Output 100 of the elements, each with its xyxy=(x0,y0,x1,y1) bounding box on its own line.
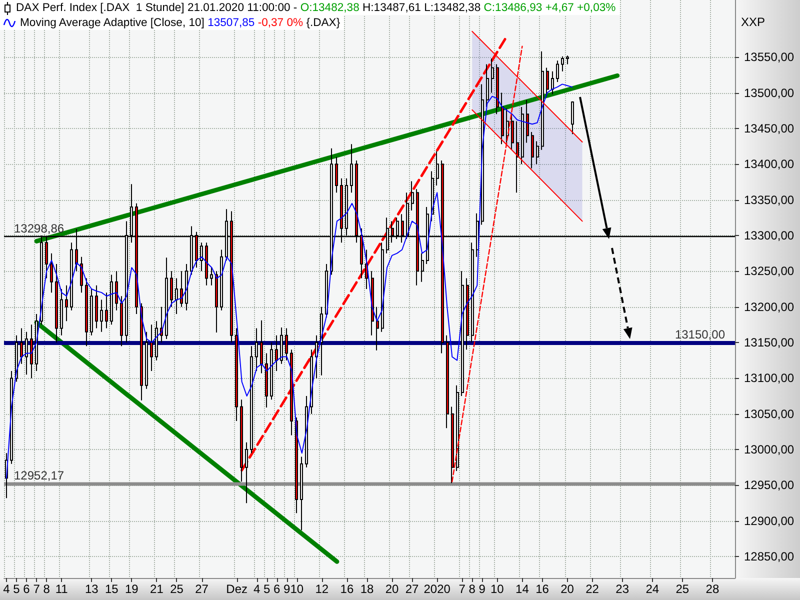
x-tick-label: 23 xyxy=(616,582,630,596)
candlestick xyxy=(305,396,308,468)
x-tick-label: Dez xyxy=(226,582,248,596)
candlestick xyxy=(155,320,158,361)
candlestick xyxy=(70,242,73,311)
candlestick xyxy=(290,349,293,436)
x-tick-label: 21 xyxy=(150,582,164,596)
y-tick-label: 13350,00 xyxy=(744,192,794,207)
candlestick xyxy=(496,64,499,115)
candlestick xyxy=(180,270,183,308)
candlestick xyxy=(315,334,318,379)
candlestick xyxy=(381,242,384,332)
y-tick-label: 13000,00 xyxy=(744,442,794,457)
candlestick xyxy=(140,302,143,401)
x-tick-label: 7 xyxy=(458,582,466,596)
candlestick xyxy=(511,114,514,150)
candlestick xyxy=(531,132,534,169)
x-tick-label: 20 xyxy=(385,582,400,596)
candlestick xyxy=(466,278,469,350)
y-tick-label: 13150,00 xyxy=(744,336,794,350)
ref-line-label: 12952,17 xyxy=(14,468,64,483)
candlestick xyxy=(85,278,88,347)
x-tick-label: 10 xyxy=(490,582,504,596)
ref-line-label: 13298,86 xyxy=(14,221,64,236)
candlestick xyxy=(265,352,268,408)
x-tick-label: 4 xyxy=(3,582,10,596)
candlestick xyxy=(105,292,108,329)
y-axis-title: XXP xyxy=(741,15,766,29)
y-tick-label: 13550,00 xyxy=(744,50,794,64)
candlestick xyxy=(100,299,103,332)
candlestick xyxy=(320,306,323,376)
x-tick-label: 6 xyxy=(274,582,281,596)
candlestick xyxy=(566,55,569,65)
x-tick-label: 25 xyxy=(170,582,184,596)
candlestick xyxy=(170,270,173,308)
x-tick-label: 22 xyxy=(586,582,600,596)
candlestick xyxy=(295,416,298,514)
candlestick xyxy=(371,270,374,336)
candlestick xyxy=(431,170,434,222)
x-tick-label: 20 xyxy=(560,582,574,596)
candlestick xyxy=(50,252,53,294)
y-tick-label: 12950,00 xyxy=(744,478,794,492)
x-tick-label: 16 xyxy=(536,582,550,596)
candlestick xyxy=(115,270,118,311)
x-tick-label: 8 xyxy=(43,582,50,596)
candlestick xyxy=(25,331,28,376)
line-series xyxy=(6,84,573,479)
candlestick xyxy=(65,284,68,322)
candlestick xyxy=(521,106,524,165)
x-tick-label: 9 xyxy=(284,582,291,596)
candlestick xyxy=(55,264,58,344)
candlestick xyxy=(175,278,178,314)
x-tick-label: 13 xyxy=(84,582,99,596)
y-tick-label: 13500,00 xyxy=(744,86,794,100)
candlestick xyxy=(411,180,414,212)
candlestick xyxy=(60,288,63,336)
candlestick xyxy=(30,324,33,379)
x-tick-label: 10 xyxy=(290,582,304,596)
candlestick xyxy=(551,70,554,95)
candlestick xyxy=(436,150,439,186)
candlestick xyxy=(20,328,23,364)
candlestick xyxy=(516,120,519,194)
candlestick xyxy=(491,58,494,94)
candlestick xyxy=(325,264,328,318)
candlestick xyxy=(456,384,459,472)
candlestick xyxy=(536,140,539,165)
x-tick-label: 27 xyxy=(195,582,209,596)
y-tick-label: 13200,00 xyxy=(744,300,794,314)
candlestick xyxy=(35,313,38,372)
candlestick xyxy=(220,249,223,311)
x-tick-label: 12 xyxy=(315,582,329,596)
candlestick xyxy=(561,56,564,72)
chart-title: 21.01.2020 11:00:00 - O:13482,38 H:13487,61 L:13482,38 C:13486,93 +4,67 +0,03% xyxy=(187,2,616,14)
candlestick xyxy=(150,324,153,372)
x-tick-label: 6 xyxy=(23,582,30,596)
x-tick-label: 2020 xyxy=(424,582,451,596)
candlestick xyxy=(200,242,203,272)
candlestick xyxy=(250,346,253,454)
candlestick xyxy=(556,60,559,83)
candlestick xyxy=(165,257,168,340)
x-tick-label: 5 xyxy=(264,582,271,596)
candlestick xyxy=(421,252,424,282)
x-tick-label: 18 xyxy=(360,582,374,596)
y-tick-label: 13050,00 xyxy=(744,406,794,421)
x-tick-label: 11 xyxy=(55,582,68,596)
y-tick-label: 13400,00 xyxy=(744,157,794,172)
candlestick xyxy=(275,334,278,372)
candlestick xyxy=(255,328,258,372)
candlestick xyxy=(526,99,529,144)
candlestick xyxy=(210,267,213,286)
x-tick-label: 7 xyxy=(33,582,40,596)
y-tick-label: 13250,00 xyxy=(744,264,794,278)
x-tick-label: 19 xyxy=(124,582,139,596)
legend-label: Moving Average Adaptive [Close, 10] xyxy=(20,16,204,30)
candlestick xyxy=(215,270,218,334)
candlestick xyxy=(471,242,474,344)
y-tick-label: 12850,00 xyxy=(744,550,794,564)
x-tick-label: 5 xyxy=(13,582,20,596)
candlestick xyxy=(446,334,449,429)
x-tick-label: 27 xyxy=(405,582,420,596)
